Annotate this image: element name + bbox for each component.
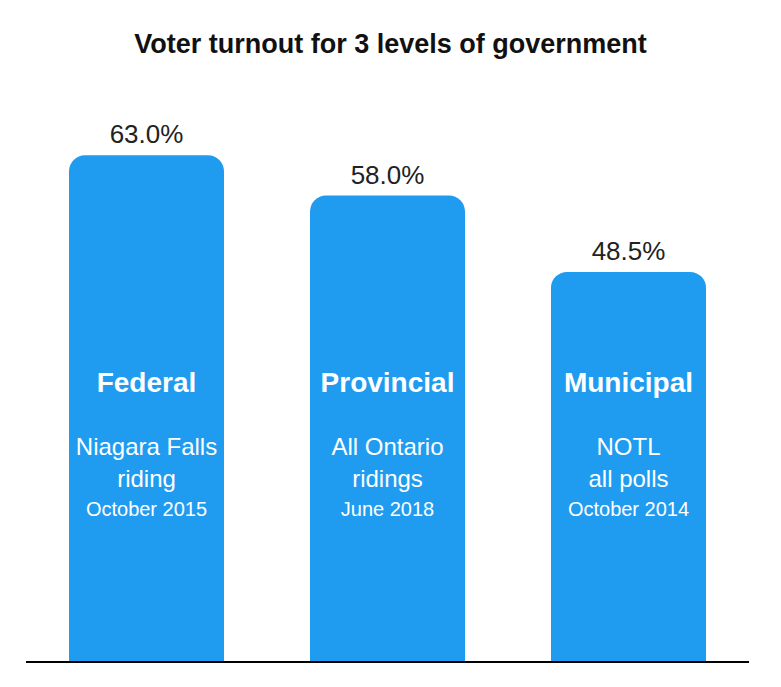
svg-text:October 2014: October 2014 xyxy=(568,498,689,520)
svg-text:63.0%: 63.0% xyxy=(110,119,184,149)
svg-text:Niagara Falls: Niagara Falls xyxy=(76,433,217,460)
svg-text:all polls: all polls xyxy=(588,465,668,492)
svg-text:48.5%: 48.5% xyxy=(592,236,666,266)
svg-text:58.0%: 58.0% xyxy=(351,160,425,190)
svg-text:All Ontario: All Ontario xyxy=(331,433,443,460)
svg-text:June 2018: June 2018 xyxy=(341,498,434,520)
svg-text:Municipal: Municipal xyxy=(564,367,693,398)
svg-text:ridings: ridings xyxy=(352,465,423,492)
html-text:Voter turnout for 3 levels of: Voter turnout for 3 levels of government xyxy=(134,29,647,59)
svg-text:riding: riding xyxy=(117,465,176,492)
svg-text:Federal: Federal xyxy=(97,367,197,398)
svg-text:NOTL: NOTL xyxy=(596,433,660,460)
svg-text:Provincial: Provincial xyxy=(321,367,455,398)
svg-text:October 2015: October 2015 xyxy=(86,498,207,520)
